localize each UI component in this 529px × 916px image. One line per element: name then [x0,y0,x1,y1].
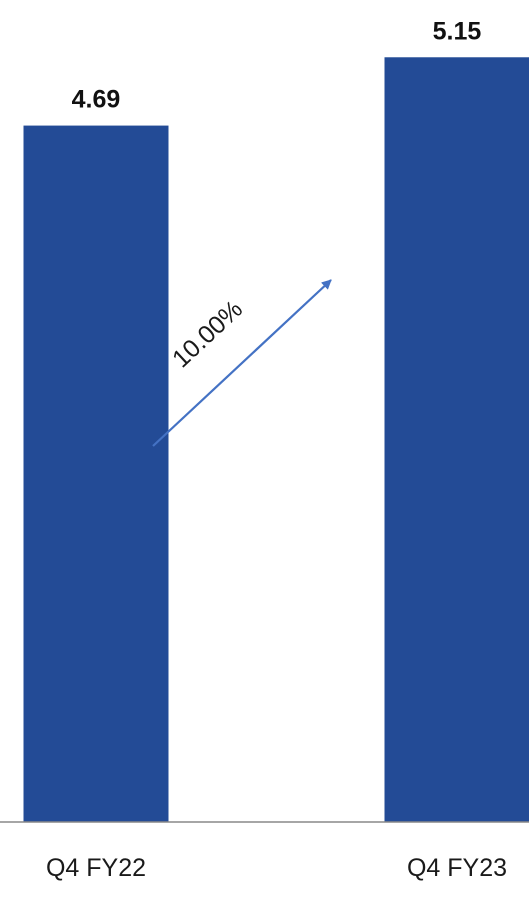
bar-value-label: 5.15 [433,17,482,45]
x-tick-labels-group: Q4 FY22 Q4 FY23 [46,854,507,882]
bar-q4-fy22 [23,125,169,823]
x-tick-label: Q4 FY23 [407,854,507,882]
growth-annotation-label: 10.00% [167,295,248,373]
bar-value-label: 4.69 [72,86,121,114]
bar-q4-fy23 [384,57,529,823]
growth-arrow [152,279,332,447]
x-tick-label: Q4 FY22 [46,854,146,882]
bars-group [23,57,529,823]
bar-labels-group: 4.69 5.15 [72,17,482,113]
